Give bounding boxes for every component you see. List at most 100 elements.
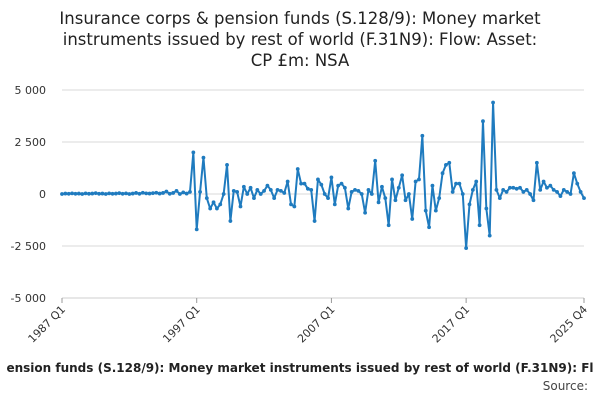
data-point[interactable] xyxy=(221,192,226,196)
data-point[interactable] xyxy=(140,190,145,195)
data-point[interactable] xyxy=(184,191,189,196)
data-point[interactable] xyxy=(188,190,192,194)
data-point[interactable] xyxy=(356,188,361,193)
data-point[interactable] xyxy=(400,173,405,178)
data-point[interactable] xyxy=(497,196,502,201)
data-point[interactable] xyxy=(66,191,71,196)
data-point[interactable] xyxy=(208,206,213,211)
data-point[interactable] xyxy=(342,185,347,190)
data-point[interactable] xyxy=(157,191,162,196)
data-point[interactable] xyxy=(403,198,408,203)
data-point[interactable] xyxy=(97,191,101,196)
data-point[interactable] xyxy=(275,187,280,192)
data-point[interactable] xyxy=(433,208,438,213)
data-point[interactable] xyxy=(211,200,216,205)
data-point[interactable] xyxy=(134,191,138,195)
data-point[interactable] xyxy=(177,192,182,196)
data-point[interactable] xyxy=(302,181,307,186)
data-point[interactable] xyxy=(531,198,536,203)
data-point[interactable] xyxy=(316,177,320,182)
data-point[interactable] xyxy=(396,185,401,190)
data-point[interactable] xyxy=(457,181,462,186)
data-point[interactable] xyxy=(218,202,223,207)
data-point[interactable] xyxy=(417,177,421,182)
data-point[interactable] xyxy=(383,196,388,201)
data-point[interactable] xyxy=(484,206,489,211)
data-point[interactable] xyxy=(154,190,159,195)
data-point[interactable] xyxy=(494,187,499,192)
data-point[interactable] xyxy=(258,192,263,196)
data-point[interactable] xyxy=(373,158,378,163)
data-point[interactable] xyxy=(427,225,431,230)
data-point[interactable] xyxy=(359,192,364,196)
data-point[interactable] xyxy=(528,192,533,196)
data-point[interactable] xyxy=(353,187,357,192)
data-point[interactable] xyxy=(511,185,516,190)
data-point[interactable] xyxy=(514,186,519,191)
data-point[interactable] xyxy=(215,206,219,211)
data-point[interactable] xyxy=(137,191,142,196)
data-point[interactable] xyxy=(521,190,526,194)
data-point[interactable] xyxy=(437,196,442,201)
data-point[interactable] xyxy=(235,190,240,194)
data-point[interactable] xyxy=(204,196,209,201)
data-point[interactable] xyxy=(265,183,270,188)
data-point[interactable] xyxy=(393,198,398,203)
data-point[interactable] xyxy=(538,187,543,192)
data-point[interactable] xyxy=(238,204,243,209)
data-point[interactable] xyxy=(76,191,81,196)
data-point[interactable] xyxy=(252,196,256,201)
data-point[interactable] xyxy=(508,185,512,190)
data-point[interactable] xyxy=(464,246,469,250)
data-point[interactable] xyxy=(474,179,479,184)
data-point[interactable] xyxy=(305,186,310,191)
data-point[interactable] xyxy=(268,187,273,192)
data-point[interactable] xyxy=(366,187,371,192)
data-point[interactable] xyxy=(349,190,354,194)
data-point[interactable] xyxy=(541,179,546,184)
data-point[interactable] xyxy=(194,227,199,232)
data-point[interactable] xyxy=(572,171,576,176)
data-point[interactable] xyxy=(430,183,435,188)
data-point[interactable] xyxy=(241,184,246,189)
data-point[interactable] xyxy=(413,179,418,184)
data-point[interactable] xyxy=(322,192,327,196)
data-point[interactable] xyxy=(90,191,95,196)
data-point[interactable] xyxy=(491,100,495,105)
data-point[interactable] xyxy=(60,192,64,196)
data-point[interactable] xyxy=(93,191,98,196)
data-point[interactable] xyxy=(336,183,341,188)
data-point[interactable] xyxy=(467,202,472,207)
data-point[interactable] xyxy=(309,187,314,192)
data-point[interactable] xyxy=(380,184,384,189)
data-point[interactable] xyxy=(107,191,112,196)
data-point[interactable] xyxy=(191,150,196,155)
data-point[interactable] xyxy=(255,187,260,192)
data-point[interactable] xyxy=(295,167,300,171)
data-point[interactable] xyxy=(282,191,287,195)
data-point[interactable] xyxy=(487,233,492,238)
data-point[interactable] xyxy=(447,160,452,165)
data-point[interactable] xyxy=(245,192,250,196)
data-point[interactable] xyxy=(130,191,135,196)
data-point[interactable] xyxy=(558,194,563,198)
data-point[interactable] xyxy=(568,192,573,196)
data-point[interactable] xyxy=(272,196,277,201)
data-point[interactable] xyxy=(346,206,351,211)
data-point[interactable] xyxy=(231,188,236,193)
data-point[interactable] xyxy=(454,181,458,186)
data-point[interactable] xyxy=(103,192,108,196)
data-point[interactable] xyxy=(534,160,539,165)
data-point[interactable] xyxy=(262,188,266,193)
data-point[interactable] xyxy=(63,191,68,196)
data-point[interactable] xyxy=(285,179,290,184)
data-point[interactable] xyxy=(450,190,455,194)
data-point[interactable] xyxy=(73,191,78,196)
data-point[interactable] xyxy=(319,182,324,187)
data-point[interactable] xyxy=(225,162,229,167)
data-point[interactable] xyxy=(518,185,522,190)
data-point[interactable] xyxy=(406,192,411,196)
data-point[interactable] xyxy=(420,133,425,138)
data-point[interactable] xyxy=(504,190,509,194)
data-point[interactable] xyxy=(144,191,149,196)
